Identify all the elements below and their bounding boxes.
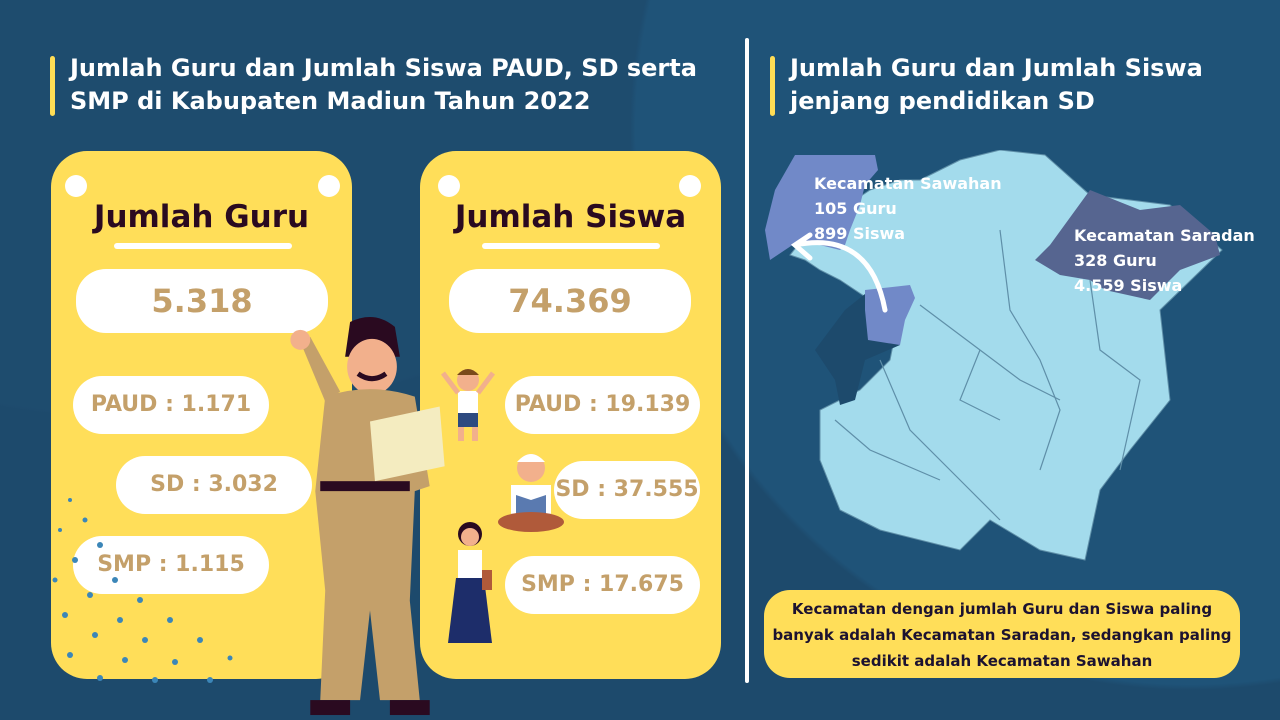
dots-decoration: [52, 498, 233, 683]
sawahan-label: Kecamatan Sawahan 105 Guru 899 Siswa: [814, 171, 1002, 246]
saradan-name: Kecamatan Saradan: [1074, 226, 1255, 245]
student-boy-illustration: [441, 369, 495, 441]
card-hole: [65, 175, 87, 197]
left-title: Jumlah Guru dan Jumlah Siswa PAUD, SD se…: [50, 52, 710, 118]
sawahan-name: Kecamatan Sawahan: [814, 174, 1002, 193]
map-region-sawahan-inset: [765, 155, 878, 260]
sawahan-siswa: 899 Siswa: [814, 224, 906, 243]
guru-card: Jumlah Guru 5.318 PAUD : 1.171 SD : 3.03…: [51, 151, 352, 679]
guru-total: 5.318: [76, 269, 328, 333]
madiun-map: [765, 150, 1223, 561]
right-title: Jumlah Guru dan Jumlah Siswa jenjang pen…: [770, 52, 1230, 118]
saradan-label: Kecamatan Saradan 328 Guru 4.559 Siswa: [1074, 223, 1255, 298]
student-girl-illustration: [448, 522, 492, 643]
saradan-guru: 328 Guru: [1074, 251, 1157, 270]
map-region-sawahan: [865, 285, 915, 345]
siswa-paud: PAUD : 19.139: [505, 376, 700, 434]
guru-smp: SMP : 1.115: [73, 536, 269, 594]
divider: [745, 38, 749, 683]
guru-heading: Jumlah Guru: [93, 199, 310, 235]
summary-note: Kecamatan dengan jumlah Guru dan Siswa p…: [764, 590, 1240, 678]
siswa-total: 74.369: [449, 269, 691, 333]
guru-paud: PAUD : 1.171: [73, 376, 269, 434]
siswa-sd: SD : 37.555: [554, 461, 700, 519]
saradan-siswa: 4.559 Siswa: [1074, 276, 1183, 295]
teacher-illustration: [290, 317, 445, 716]
guru-sd: SD : 3.032: [116, 456, 312, 514]
curved-arrow-icon: [790, 232, 888, 313]
sawahan-guru: 105 Guru: [814, 199, 897, 218]
card-hole: [438, 175, 460, 197]
card-hole: [679, 175, 701, 197]
siswa-heading: Jumlah Siswa: [454, 199, 687, 235]
siswa-smp: SMP : 17.675: [505, 556, 700, 614]
card-hole: [318, 175, 340, 197]
map-region-saradan: [1035, 190, 1220, 300]
student-reading-illustration: [498, 454, 564, 532]
heading-underline: [482, 243, 660, 249]
heading-underline: [114, 243, 292, 249]
